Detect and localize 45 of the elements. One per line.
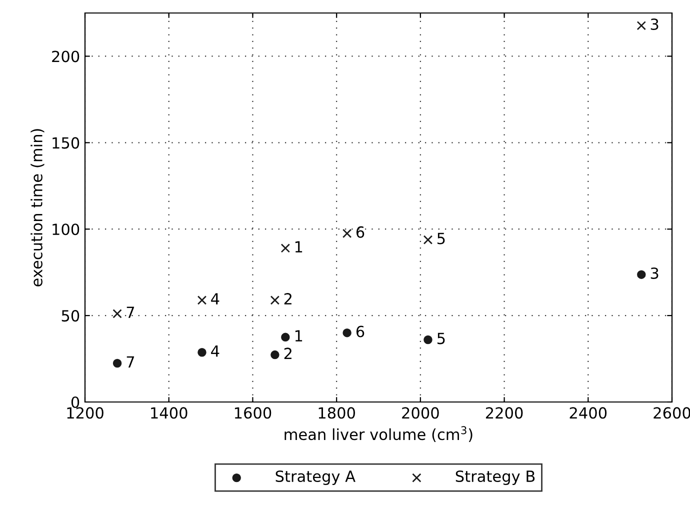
annotation: 2	[284, 293, 292, 304]
annotation: 7	[126, 356, 134, 368]
annotation: 7	[126, 306, 134, 318]
x-axis-title: mean liver volume (cm$^{3}$)	[284, 426, 472, 442]
annotation: 2	[284, 348, 292, 360]
point	[636, 20, 646, 30]
x-tick-label: 1600	[234, 407, 272, 419]
point	[270, 350, 280, 360]
y-tick-label: 100	[52, 224, 80, 236]
x-tick-label: 2600	[654, 407, 690, 419]
legend-label: Strategy A	[276, 470, 356, 485]
point	[280, 244, 290, 253]
annotation: 1	[295, 241, 302, 252]
x-tick-label: 1400	[151, 407, 188, 419]
x-tick-label: 1200	[67, 407, 104, 419]
annotation: 6	[356, 326, 364, 338]
point	[423, 235, 433, 244]
legend-label: Strategy B	[456, 470, 535, 485]
y-tick-label: 50	[62, 310, 80, 322]
annotation: 3	[650, 267, 658, 280]
point	[281, 332, 290, 342]
annotation: 5	[437, 332, 445, 344]
y-tick-label: 0	[71, 396, 80, 408]
x-tick-label: 2200	[486, 407, 523, 419]
point	[197, 296, 207, 305]
point	[424, 335, 432, 344]
annotation: 4	[211, 345, 220, 357]
point	[342, 228, 352, 238]
point	[112, 358, 122, 368]
annotation: 5	[437, 232, 445, 244]
x-tick-label: 2400	[570, 407, 607, 419]
x-tick-label: 2000	[402, 407, 439, 419]
point	[342, 328, 352, 338]
annotation: 1	[295, 330, 302, 342]
annotation: 6	[356, 226, 364, 238]
y-tick-label: 200	[52, 50, 80, 62]
x-tick-label: 1800	[318, 407, 355, 419]
point	[198, 348, 206, 357]
annotation: 3	[650, 18, 658, 30]
point	[637, 270, 646, 279]
y-axis-title: execution time (min)	[30, 129, 44, 286]
point	[112, 309, 122, 318]
y-tick-label: 150	[52, 137, 80, 149]
annotation: 4	[211, 293, 220, 304]
point	[270, 296, 280, 305]
